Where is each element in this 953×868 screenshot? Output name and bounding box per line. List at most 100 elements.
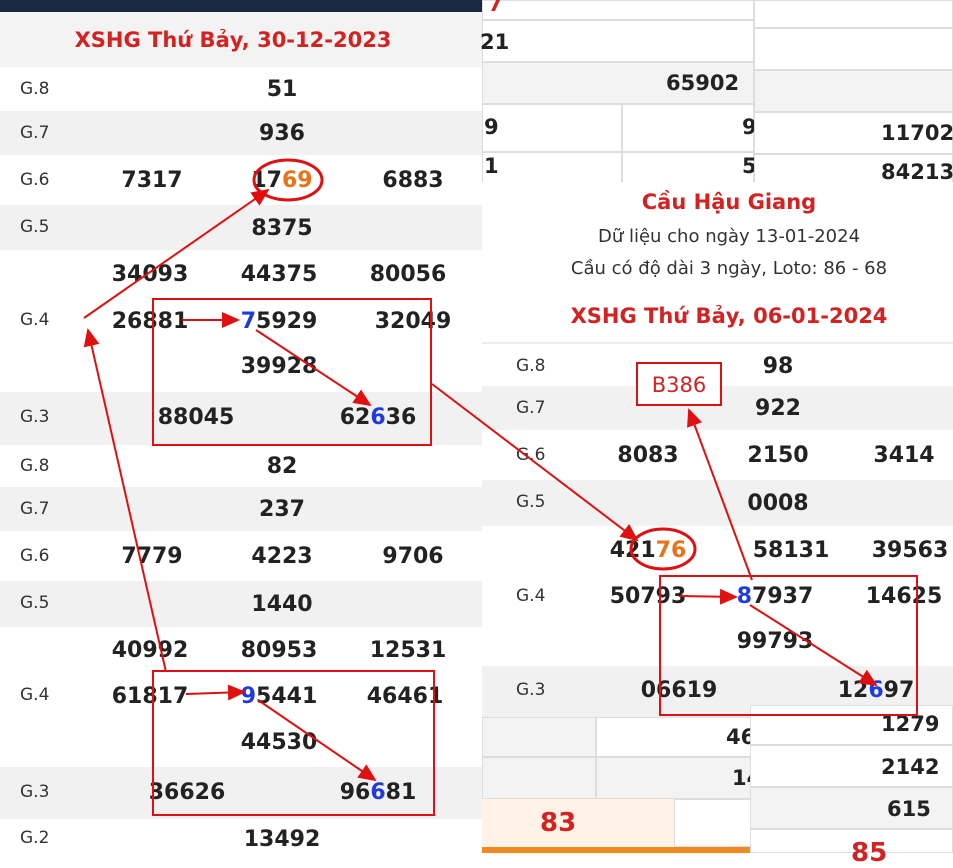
fragment-text: 1279 xyxy=(881,712,940,736)
prize-number: 34093 xyxy=(111,262,189,287)
right-result-title: XSHG Thứ Bảy, 06-01-2024 xyxy=(570,304,888,328)
prize-number: 50793 xyxy=(609,584,687,609)
info-loto-line: Cầu có độ dài 3 ngày, Loto: 86 - 68 xyxy=(570,258,888,279)
row-g5: G.5 8375 xyxy=(0,205,482,250)
prize-number: 7779 xyxy=(121,544,183,569)
prize-number: 237 xyxy=(259,497,305,522)
prize-label: G.7 xyxy=(516,398,546,418)
prize-number: 39928 xyxy=(240,354,318,379)
prize-number: 99793 xyxy=(736,629,814,654)
prize-number: 7317 xyxy=(121,168,183,193)
prize-number: 98 xyxy=(762,354,794,379)
prize-number: 12531 xyxy=(369,638,447,663)
highlight-oval-76 xyxy=(629,527,697,571)
arrow-3 xyxy=(185,684,246,701)
prize-label: G.6 xyxy=(20,546,50,566)
row-g4: G.4 42176 58131 39563 50793 87937 14625 … xyxy=(482,526,953,666)
prize-label: G.4 xyxy=(20,685,50,705)
row-g8: G.8 82 xyxy=(0,445,482,487)
fragment-text: 2142 xyxy=(881,755,940,779)
arrow-2 xyxy=(255,329,372,407)
prize-number: 32049 xyxy=(374,309,452,334)
annotation-text: B386 xyxy=(651,373,707,397)
arrow-6 xyxy=(83,188,270,319)
arrow-8 xyxy=(679,588,738,605)
arrow-10 xyxy=(687,408,753,581)
row-g6: G.6 8083 2150 3414 xyxy=(482,430,953,480)
row-g2: G.2 13492 xyxy=(0,819,482,853)
prize-label: G.3 xyxy=(516,680,546,700)
prize-number: 40992 xyxy=(111,638,189,663)
row-g3: G.3 88045 62636 xyxy=(0,392,482,445)
prize-number-highlight: 87937 xyxy=(736,584,814,609)
prize-label: G.5 xyxy=(516,492,546,512)
prize-label: G.4 xyxy=(516,586,546,606)
fragment-text: 21 xyxy=(480,30,510,54)
row-g3: G.3 36626 96681 xyxy=(0,767,482,819)
prize-label: G.8 xyxy=(20,79,50,99)
prize-label: G.5 xyxy=(20,593,50,613)
prize-number-highlight: 42176 xyxy=(609,538,687,563)
fragment-text: 7 xyxy=(488,0,503,16)
prize-label: G.3 xyxy=(20,407,50,427)
prize-number: 9706 xyxy=(382,544,444,569)
prize-number: 3414 xyxy=(873,443,935,468)
b386-annotation: B386 xyxy=(636,362,722,406)
info-date-line: Dữ liệu cho ngày 13-01-2024 xyxy=(597,226,861,247)
prize-label: G.7 xyxy=(20,499,50,519)
fragment-text: 615 xyxy=(887,797,931,821)
prize-number: 1440 xyxy=(251,592,313,617)
prize-number-highlight: 75929 xyxy=(240,309,318,334)
row-g8: G.8 51 xyxy=(0,67,482,111)
prize-number: 936 xyxy=(259,121,305,146)
fragment-text: 9 xyxy=(484,115,499,139)
highlight-oval-69 xyxy=(252,158,324,202)
prize-number: 58131 xyxy=(752,538,830,563)
cau-heading: Cầu Hậu Giang xyxy=(641,190,817,214)
prize-number: 6883 xyxy=(382,168,444,193)
prize-label: G.5 xyxy=(20,217,50,237)
prize-number: 4223 xyxy=(251,544,313,569)
prize-number: 06619 xyxy=(640,678,718,703)
prize-number: 0008 xyxy=(747,491,809,516)
left-header-bar xyxy=(0,0,482,12)
prize-label: G.6 xyxy=(20,170,50,190)
row-g7: G.7 237 xyxy=(0,487,482,531)
prize-number: 44530 xyxy=(240,730,318,755)
row-g7: G.7 936 xyxy=(0,111,482,155)
prize-label: G.8 xyxy=(20,456,50,476)
fragment-text: 65902 xyxy=(666,71,740,95)
prize-number: 80953 xyxy=(240,638,318,663)
prize-number: 2150 xyxy=(747,443,809,468)
prize-label: G.6 xyxy=(516,445,546,465)
arrow-4 xyxy=(257,699,377,782)
prize-number: 51 xyxy=(266,77,298,102)
prize-number: 61817 xyxy=(111,684,189,709)
row-g6: G.6 7779 4223 9706 xyxy=(0,531,482,581)
prize-number: 82 xyxy=(266,454,298,479)
fragment-text: 84213 xyxy=(881,160,953,184)
prize-number: 39563 xyxy=(871,538,949,563)
prize-label: G.7 xyxy=(20,123,50,143)
prize-number: 26881 xyxy=(111,309,189,334)
fragment-text: 11702 xyxy=(881,121,953,145)
left-title-strip xyxy=(0,12,482,67)
prize-number-highlight: 62636 xyxy=(339,405,417,430)
prize-number: 922 xyxy=(755,396,801,421)
prize-number-highlight: 96681 xyxy=(339,780,417,805)
prize-label: G.4 xyxy=(20,310,50,330)
bridge-box-3 xyxy=(659,575,918,716)
row-g4: G.4 34093 44375 80056 26881 75929 32049 … xyxy=(0,250,482,392)
prize-number: 8375 xyxy=(251,216,313,241)
prize-number: 8083 xyxy=(617,443,679,468)
row-g5: G.5 1440 xyxy=(0,581,482,627)
divider xyxy=(482,342,953,344)
prize-label: G.2 xyxy=(20,828,50,848)
fragment-text: 1 xyxy=(484,154,499,178)
prize-number: 44375 xyxy=(240,262,318,287)
prize-label: G.3 xyxy=(20,782,50,802)
prize-number: 88045 xyxy=(157,405,235,430)
fragment-text: 9 xyxy=(742,115,757,139)
prize-number: 80056 xyxy=(369,262,447,287)
row-g6: G.6 7317 1769 6883 xyxy=(0,155,482,205)
